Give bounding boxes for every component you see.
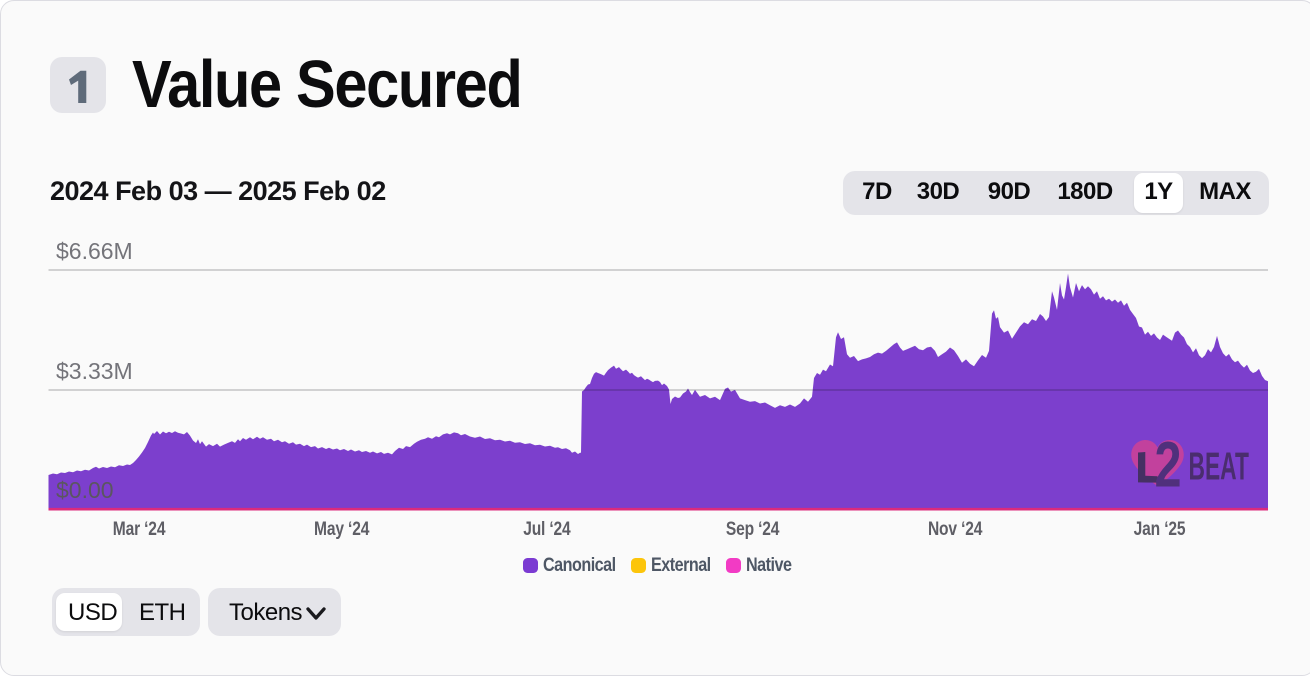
svg-text:2: 2 <box>1155 429 1182 501</box>
svg-text:BEAT: BEAT <box>1189 444 1250 488</box>
